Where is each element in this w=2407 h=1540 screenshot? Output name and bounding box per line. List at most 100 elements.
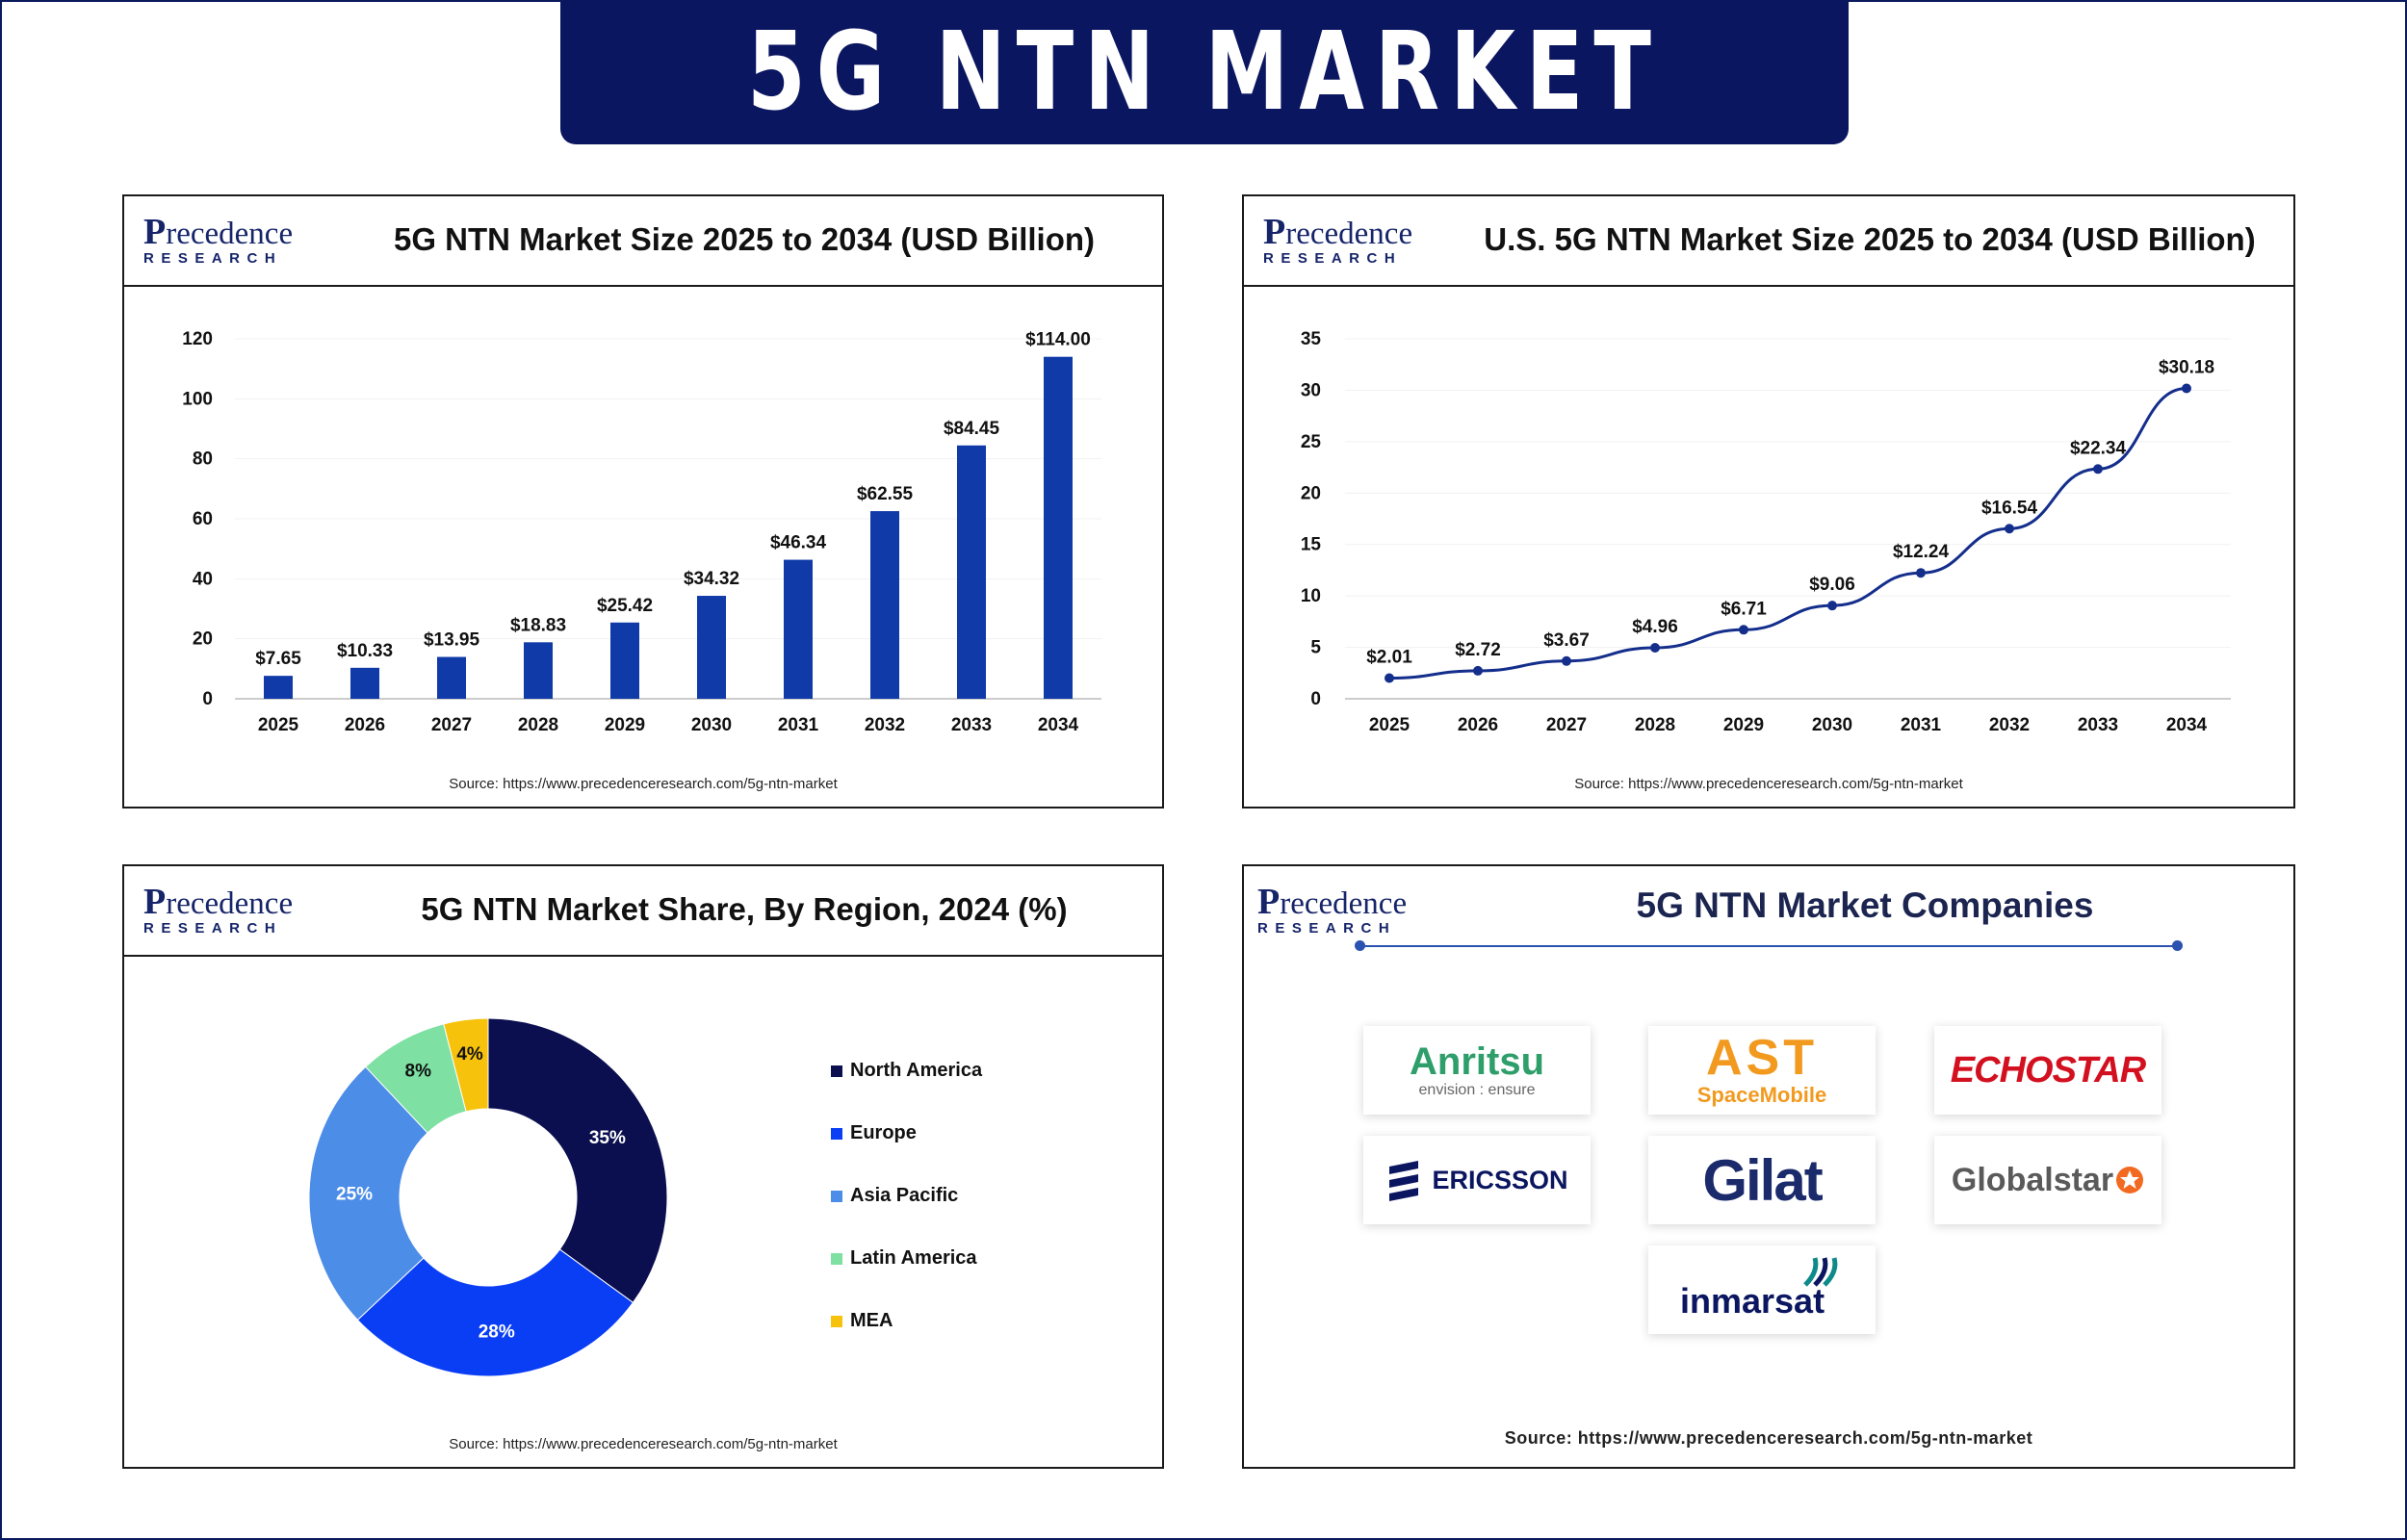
- line-chart: 05101520253035$2.012025$2.722026$3.67202…: [1301, 329, 2231, 735]
- x-tick-label: 2034: [2166, 715, 2208, 735]
- data-label: $2.72: [1455, 640, 1501, 660]
- data-label: $18.83: [510, 615, 566, 635]
- logo-subword: RESEARCH: [1257, 920, 1397, 937]
- bar-chart-title: 5G NTN Market Size 2025 to 2034 (USD Bil…: [393, 221, 1096, 257]
- ericsson-wordmark: ERICSSON: [1432, 1165, 1568, 1194]
- x-tick-label: 2030: [1812, 715, 1852, 735]
- logo-word: recedence: [166, 217, 294, 251]
- x-tick-label: 2034: [1038, 715, 1079, 735]
- ast-wordmark: AST: [1705, 1030, 1818, 1086]
- data-label: $34.32: [684, 569, 739, 589]
- legend-swatch: [831, 1127, 842, 1140]
- x-tick-label: 2033: [2078, 715, 2118, 735]
- precedence-logo: Precedence RESEARCH: [143, 214, 298, 270]
- data-label: $16.54: [1981, 498, 2038, 518]
- data-point: [1562, 655, 1571, 666]
- bar: [784, 559, 813, 699]
- inmarsat-signal-icon: [1803, 1257, 1838, 1287]
- x-tick-label: 2027: [431, 715, 472, 735]
- x-tick-label: 2029: [605, 715, 645, 735]
- company-logo-globalstar: Globalstar: [1934, 1136, 2161, 1224]
- data-label: $7.65: [255, 649, 301, 669]
- data-label: $84.45: [944, 419, 1000, 439]
- donut-chart-title: 5G NTN Market Share, By Region, 2024 (%): [421, 891, 1068, 927]
- data-label: $4.96: [1632, 617, 1678, 637]
- divider-dot: [2172, 940, 2183, 951]
- slice-label: 35%: [589, 1128, 626, 1148]
- y-tick-label: 15: [1301, 535, 1322, 555]
- x-tick-label: 2028: [1635, 715, 1675, 735]
- ast-subword: SpaceMobile: [1696, 1083, 1827, 1107]
- data-point: [2093, 464, 2103, 475]
- company-logo-echostar: ECHOSTAR: [1934, 1026, 2161, 1115]
- legend-swatch: [831, 1252, 842, 1265]
- data-point: [1650, 642, 1660, 653]
- bar-chart-source: Source: https://www.precedenceresearch.c…: [449, 776, 838, 792]
- data-label: $13.95: [424, 630, 480, 651]
- y-tick-label: 40: [193, 569, 213, 589]
- company-logo-inmarsat: inmarsat: [1648, 1245, 1876, 1334]
- legend-swatch: [831, 1315, 842, 1327]
- gilat-wordmark: Gilat: [1702, 1147, 1823, 1213]
- slice-label: 4%: [456, 1044, 483, 1065]
- logo-word: recedence: [1285, 217, 1413, 251]
- x-tick-label: 2030: [691, 715, 732, 735]
- x-tick-label: 2026: [345, 715, 385, 735]
- donut-slice: [487, 1017, 668, 1304]
- legend-swatch: [831, 1190, 842, 1202]
- panel-header: Precedence RESEARCH 5G NTN Market Share,…: [124, 866, 1162, 957]
- logo-initial: P: [1263, 212, 1286, 252]
- echostar-wordmark: ECHOSTAR: [1950, 1049, 2146, 1091]
- title-divider: [1359, 945, 2178, 947]
- bar: [350, 667, 379, 699]
- x-tick-label: 2033: [951, 715, 992, 735]
- donut-slice: [308, 1065, 428, 1322]
- logo-word: recedence: [166, 886, 294, 921]
- data-label: $30.18: [2159, 358, 2214, 378]
- data-label: $10.33: [337, 641, 393, 661]
- x-tick-label: 2026: [1458, 715, 1498, 735]
- donut-chart-panel: Precedence RESEARCH 5G NTN Market Share,…: [122, 864, 1164, 1469]
- anritsu-wordmark: Anritsu: [1410, 1040, 1544, 1083]
- legend-label: Latin America: [850, 1247, 977, 1269]
- bar: [957, 445, 986, 699]
- page-title: 5G NTN MARKET: [747, 10, 1662, 135]
- ericsson-mark-icon: [1389, 1161, 1419, 1201]
- data-point: [2005, 524, 2014, 534]
- logo-subword: RESEARCH: [143, 250, 283, 267]
- donut-legend: North America Europe Asia Pacific Latin …: [831, 1040, 982, 1352]
- data-point: [2182, 383, 2191, 394]
- legend-label: North America: [850, 1060, 983, 1081]
- data-label: $46.34: [770, 533, 827, 553]
- panel-header: Precedence RESEARCH 5G NTN Market Size 2…: [124, 196, 1162, 287]
- y-tick-label: 20: [1301, 483, 1321, 503]
- donut-chart: 35% 28% 25% 8% 4%: [308, 1017, 668, 1377]
- data-label: $22.34: [2070, 438, 2127, 458]
- donut-slice: [356, 1248, 634, 1377]
- logo-initial: P: [1257, 882, 1281, 922]
- data-label: $62.55: [857, 484, 914, 504]
- anritsu-tagline: envision : ensure: [1418, 1082, 1536, 1098]
- x-tick-label: 2031: [778, 715, 819, 735]
- legend-item: Latin America: [831, 1227, 982, 1290]
- inmarsat-wordmark: inmarsat: [1680, 1281, 1825, 1321]
- x-tick-label: 2025: [1369, 715, 1411, 735]
- legend-label: Asia Pacific: [850, 1185, 959, 1206]
- logo-subword: RESEARCH: [1263, 250, 1403, 267]
- slice-label: 8%: [405, 1062, 432, 1082]
- data-point: [1473, 665, 1483, 676]
- y-tick-label: 100: [182, 389, 213, 409]
- series-line: [1388, 387, 2187, 680]
- data-label: $2.01: [1366, 648, 1412, 668]
- companies-source: Source: https://www.precedenceresearch.c…: [1504, 1428, 2033, 1448]
- data-label: $25.42: [597, 596, 653, 616]
- y-tick-label: 30: [1301, 380, 1321, 400]
- y-tick-label: 0: [202, 689, 213, 709]
- precedence-logo: Precedence RESEARCH: [1263, 214, 1417, 270]
- donut-chart-source: Source: https://www.precedenceresearch.c…: [449, 1436, 838, 1452]
- line-chart-panel: Precedence RESEARCH U.S. 5G NTN Market S…: [1242, 194, 2295, 808]
- company-logo-ericsson: ERICSSON: [1363, 1136, 1591, 1224]
- precedence-logo: Precedence RESEARCH: [1257, 884, 1411, 939]
- data-label: $6.71: [1721, 599, 1767, 619]
- line-chart-source: Source: https://www.precedenceresearch.c…: [1574, 776, 1963, 792]
